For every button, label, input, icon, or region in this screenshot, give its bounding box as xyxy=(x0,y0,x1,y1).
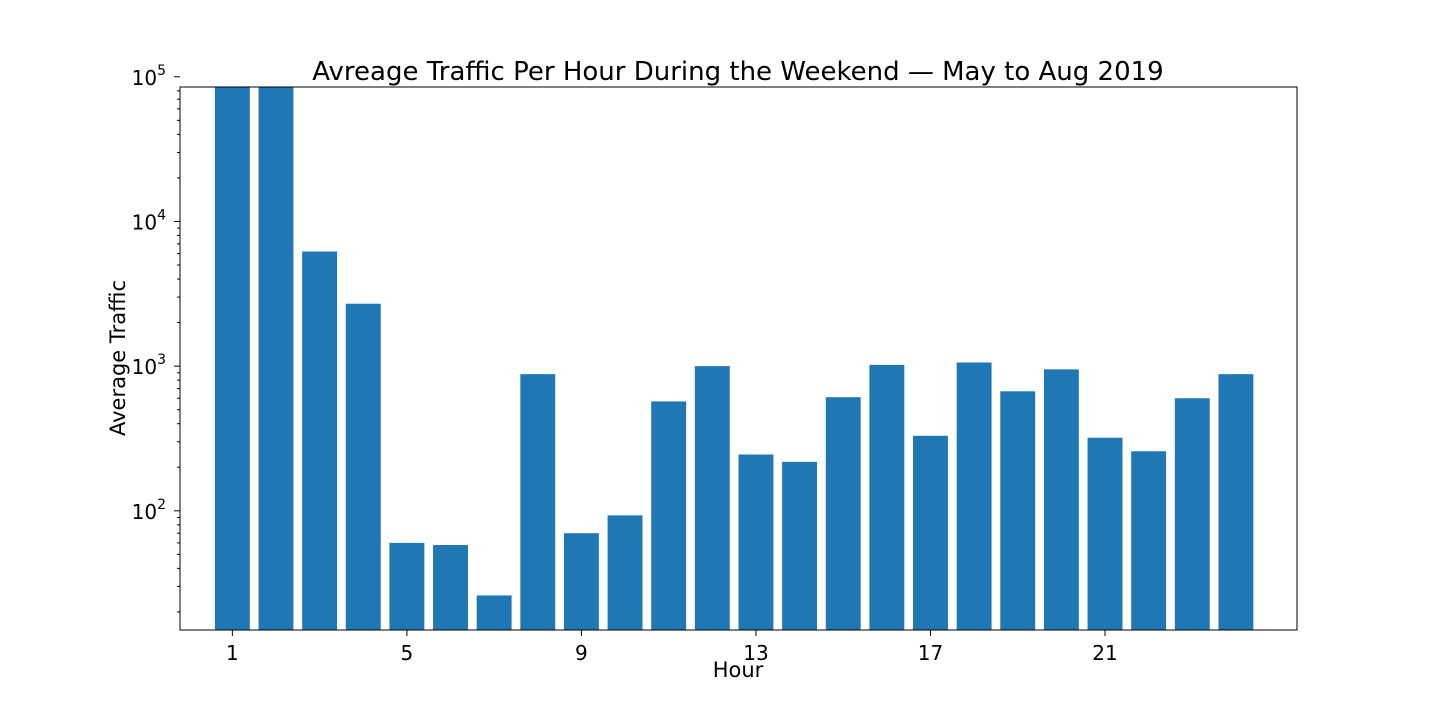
x-axis: 1 5 9 13 17 21 xyxy=(226,630,1118,665)
bar-hour-7 xyxy=(476,595,512,630)
x-tick-label: 13 xyxy=(743,641,768,665)
y-tick-label: 102 xyxy=(132,497,166,524)
bar-hour-4 xyxy=(345,303,381,630)
bar-hour-24 xyxy=(1218,374,1254,630)
y-tick-label: 105 xyxy=(132,63,166,90)
bar-hour-22 xyxy=(1131,451,1167,630)
y-tick-base: 10 xyxy=(132,500,157,524)
bar-hour-16 xyxy=(869,364,905,630)
y-tick-base: 10 xyxy=(132,355,157,379)
bar-hour-6 xyxy=(433,545,468,630)
bar-hour-21 xyxy=(1087,437,1123,630)
bar-hour-12 xyxy=(694,366,730,630)
bar-hour-15 xyxy=(825,397,861,630)
y-tick-base: 10 xyxy=(132,66,157,90)
x-axis-label: Hour xyxy=(713,658,764,682)
bar-hour-23 xyxy=(1174,398,1210,630)
chart-title: Avreage Traffic Per Hour During the Week… xyxy=(312,57,1163,87)
y-tick-exponent: 4 xyxy=(157,207,166,223)
x-tick-label: 17 xyxy=(918,641,943,665)
bar-hour-13 xyxy=(738,454,774,630)
bar-hour-2 xyxy=(258,87,294,630)
y-axis-label: Average Traffic xyxy=(106,280,130,436)
x-tick-label: 21 xyxy=(1092,641,1117,665)
x-tick-label: 1 xyxy=(226,641,239,665)
y-tick-exponent: 2 xyxy=(157,497,166,513)
bar-hour-14 xyxy=(782,461,818,630)
bar-hour-1 xyxy=(214,87,250,630)
bar-hour-19 xyxy=(1000,391,1036,630)
y-tick-label: 103 xyxy=(132,352,166,379)
y-tick-exponent: 5 xyxy=(157,63,166,79)
bar-hour-5 xyxy=(389,542,425,630)
x-tick-label: 5 xyxy=(401,641,414,665)
bar-hour-10 xyxy=(607,515,643,630)
y-tick-label: 104 xyxy=(132,207,166,234)
bar-hour-18 xyxy=(956,362,992,630)
bar-hour-8 xyxy=(520,374,556,630)
x-tick-label: 9 xyxy=(575,641,588,665)
bars-group xyxy=(214,87,1254,630)
bar-hour-17 xyxy=(913,435,948,630)
plot-frame xyxy=(179,86,1298,631)
bar-hour-9 xyxy=(563,533,599,630)
y-tick-exponent: 3 xyxy=(157,352,166,368)
bar-hour-11 xyxy=(651,401,687,630)
bar-hour-20 xyxy=(1043,369,1079,630)
y-tick-base: 10 xyxy=(132,210,157,234)
bar-hour-3 xyxy=(302,251,338,630)
